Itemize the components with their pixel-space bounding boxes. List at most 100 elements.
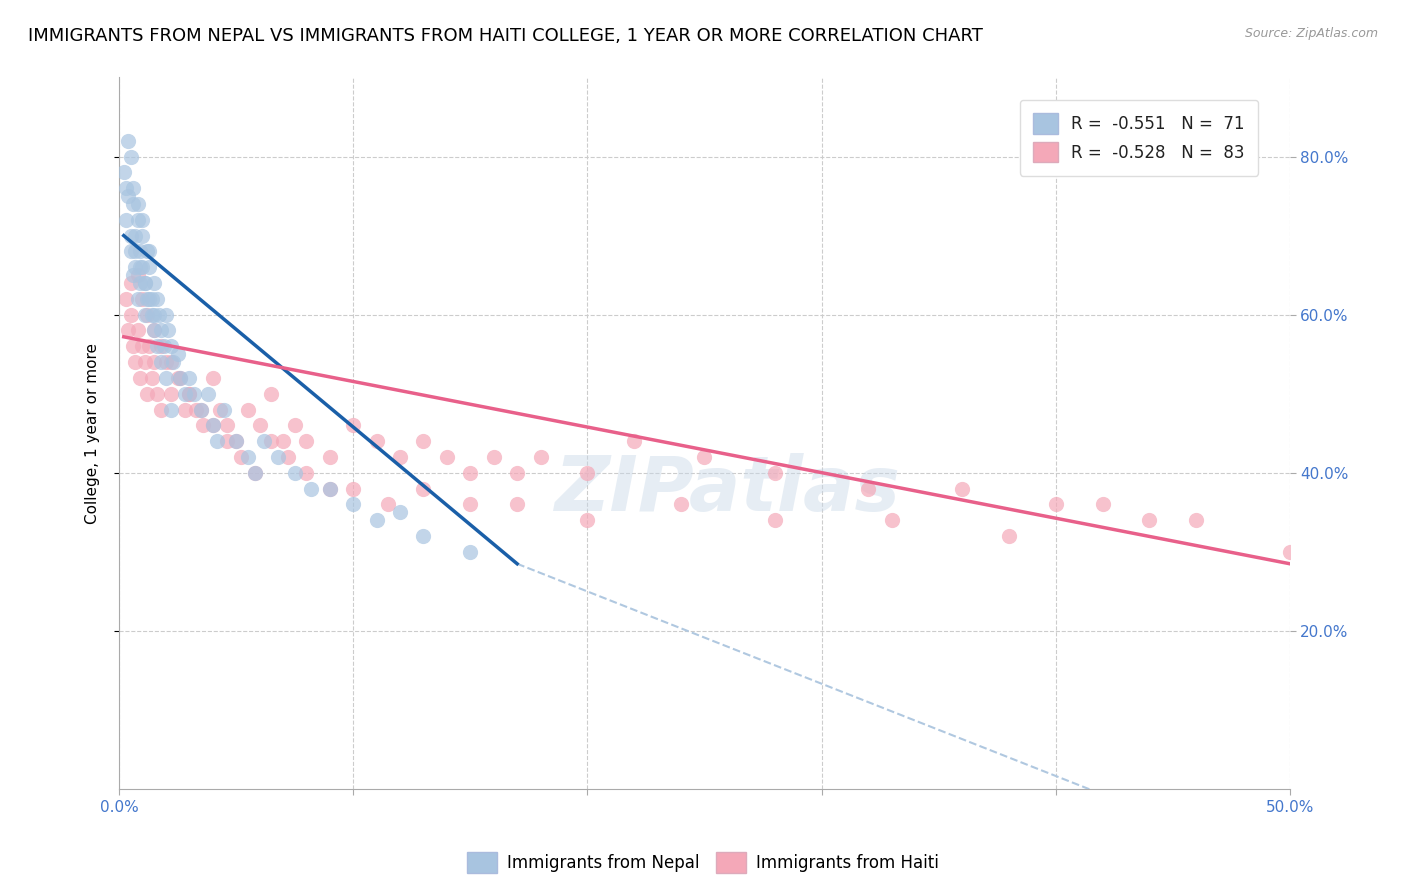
Point (1185, 513, 1208, 527)
Point (131, 339, 153, 353)
Point (143, 308, 166, 322)
Point (389, 505, 412, 519)
Point (138, 244, 160, 259)
Point (482, 450, 505, 464)
Point (115, 181, 138, 195)
Point (150, 355, 173, 369)
Point (998, 529, 1021, 543)
Point (136, 292, 159, 306)
Point (236, 450, 259, 464)
Point (134, 355, 156, 369)
Point (152, 339, 174, 353)
Point (124, 355, 146, 369)
Point (260, 386, 283, 401)
Point (201, 418, 224, 433)
Point (201, 371, 224, 385)
Point (138, 260, 160, 275)
Point (117, 324, 139, 338)
Point (122, 197, 145, 211)
Point (129, 371, 152, 385)
Point (763, 513, 786, 527)
Point (166, 347, 188, 361)
Point (190, 402, 212, 417)
Point (143, 324, 166, 338)
Point (115, 292, 138, 306)
Point (173, 386, 195, 401)
Point (117, 134, 139, 148)
Point (120, 276, 142, 290)
Point (159, 339, 181, 353)
Point (366, 434, 388, 449)
Point (214, 402, 236, 417)
Point (129, 260, 152, 275)
Point (576, 466, 599, 480)
Legend: Immigrants from Nepal, Immigrants from Haiti: Immigrants from Nepal, Immigrants from H… (460, 846, 946, 880)
Text: Source: ZipAtlas.com: Source: ZipAtlas.com (1244, 27, 1378, 40)
Point (377, 498, 399, 512)
Point (458, 466, 481, 480)
Point (159, 402, 181, 417)
Point (143, 324, 166, 338)
Point (115, 212, 138, 227)
Point (134, 308, 156, 322)
Point (131, 260, 153, 275)
Point (506, 466, 529, 480)
Point (162, 355, 184, 369)
Point (155, 308, 177, 322)
Point (127, 212, 149, 227)
Point (267, 450, 290, 464)
Point (127, 292, 149, 306)
Point (143, 355, 166, 369)
Point (131, 228, 153, 243)
Point (120, 228, 142, 243)
Point (208, 402, 231, 417)
Point (129, 276, 152, 290)
Point (243, 466, 266, 480)
Point (623, 434, 645, 449)
Point (145, 292, 167, 306)
Point (299, 482, 322, 496)
Point (150, 324, 173, 338)
Point (225, 434, 247, 449)
Point (120, 308, 142, 322)
Point (284, 418, 307, 433)
Point (271, 434, 294, 449)
Point (576, 513, 599, 527)
Point (179, 386, 201, 401)
Point (131, 212, 153, 227)
Point (319, 482, 342, 496)
Point (243, 466, 266, 480)
Legend: R =  -0.551   N =  71, R =  -0.528   N =  83: R = -0.551 N = 71, R = -0.528 N = 83 (1019, 100, 1258, 176)
Point (342, 482, 364, 496)
Point (880, 513, 903, 527)
Point (529, 450, 551, 464)
Point (136, 386, 159, 401)
Point (1045, 498, 1067, 512)
Point (201, 418, 224, 433)
Point (141, 371, 163, 385)
Point (124, 228, 146, 243)
Point (120, 244, 142, 259)
Y-axis label: College, 1 year or more: College, 1 year or more (86, 343, 100, 524)
Point (249, 418, 271, 433)
Point (763, 466, 786, 480)
Point (215, 418, 238, 433)
Point (127, 197, 149, 211)
Point (277, 450, 299, 464)
Point (155, 371, 177, 385)
Point (150, 339, 173, 353)
Point (319, 450, 342, 464)
Point (159, 355, 181, 369)
Point (207, 434, 229, 449)
Point (458, 545, 481, 559)
Point (134, 276, 156, 290)
Point (134, 276, 156, 290)
Point (186, 402, 208, 417)
Point (183, 386, 205, 401)
Point (127, 324, 149, 338)
Point (136, 308, 159, 322)
Point (148, 308, 170, 322)
Point (138, 292, 160, 306)
Point (295, 434, 318, 449)
Point (141, 292, 163, 306)
